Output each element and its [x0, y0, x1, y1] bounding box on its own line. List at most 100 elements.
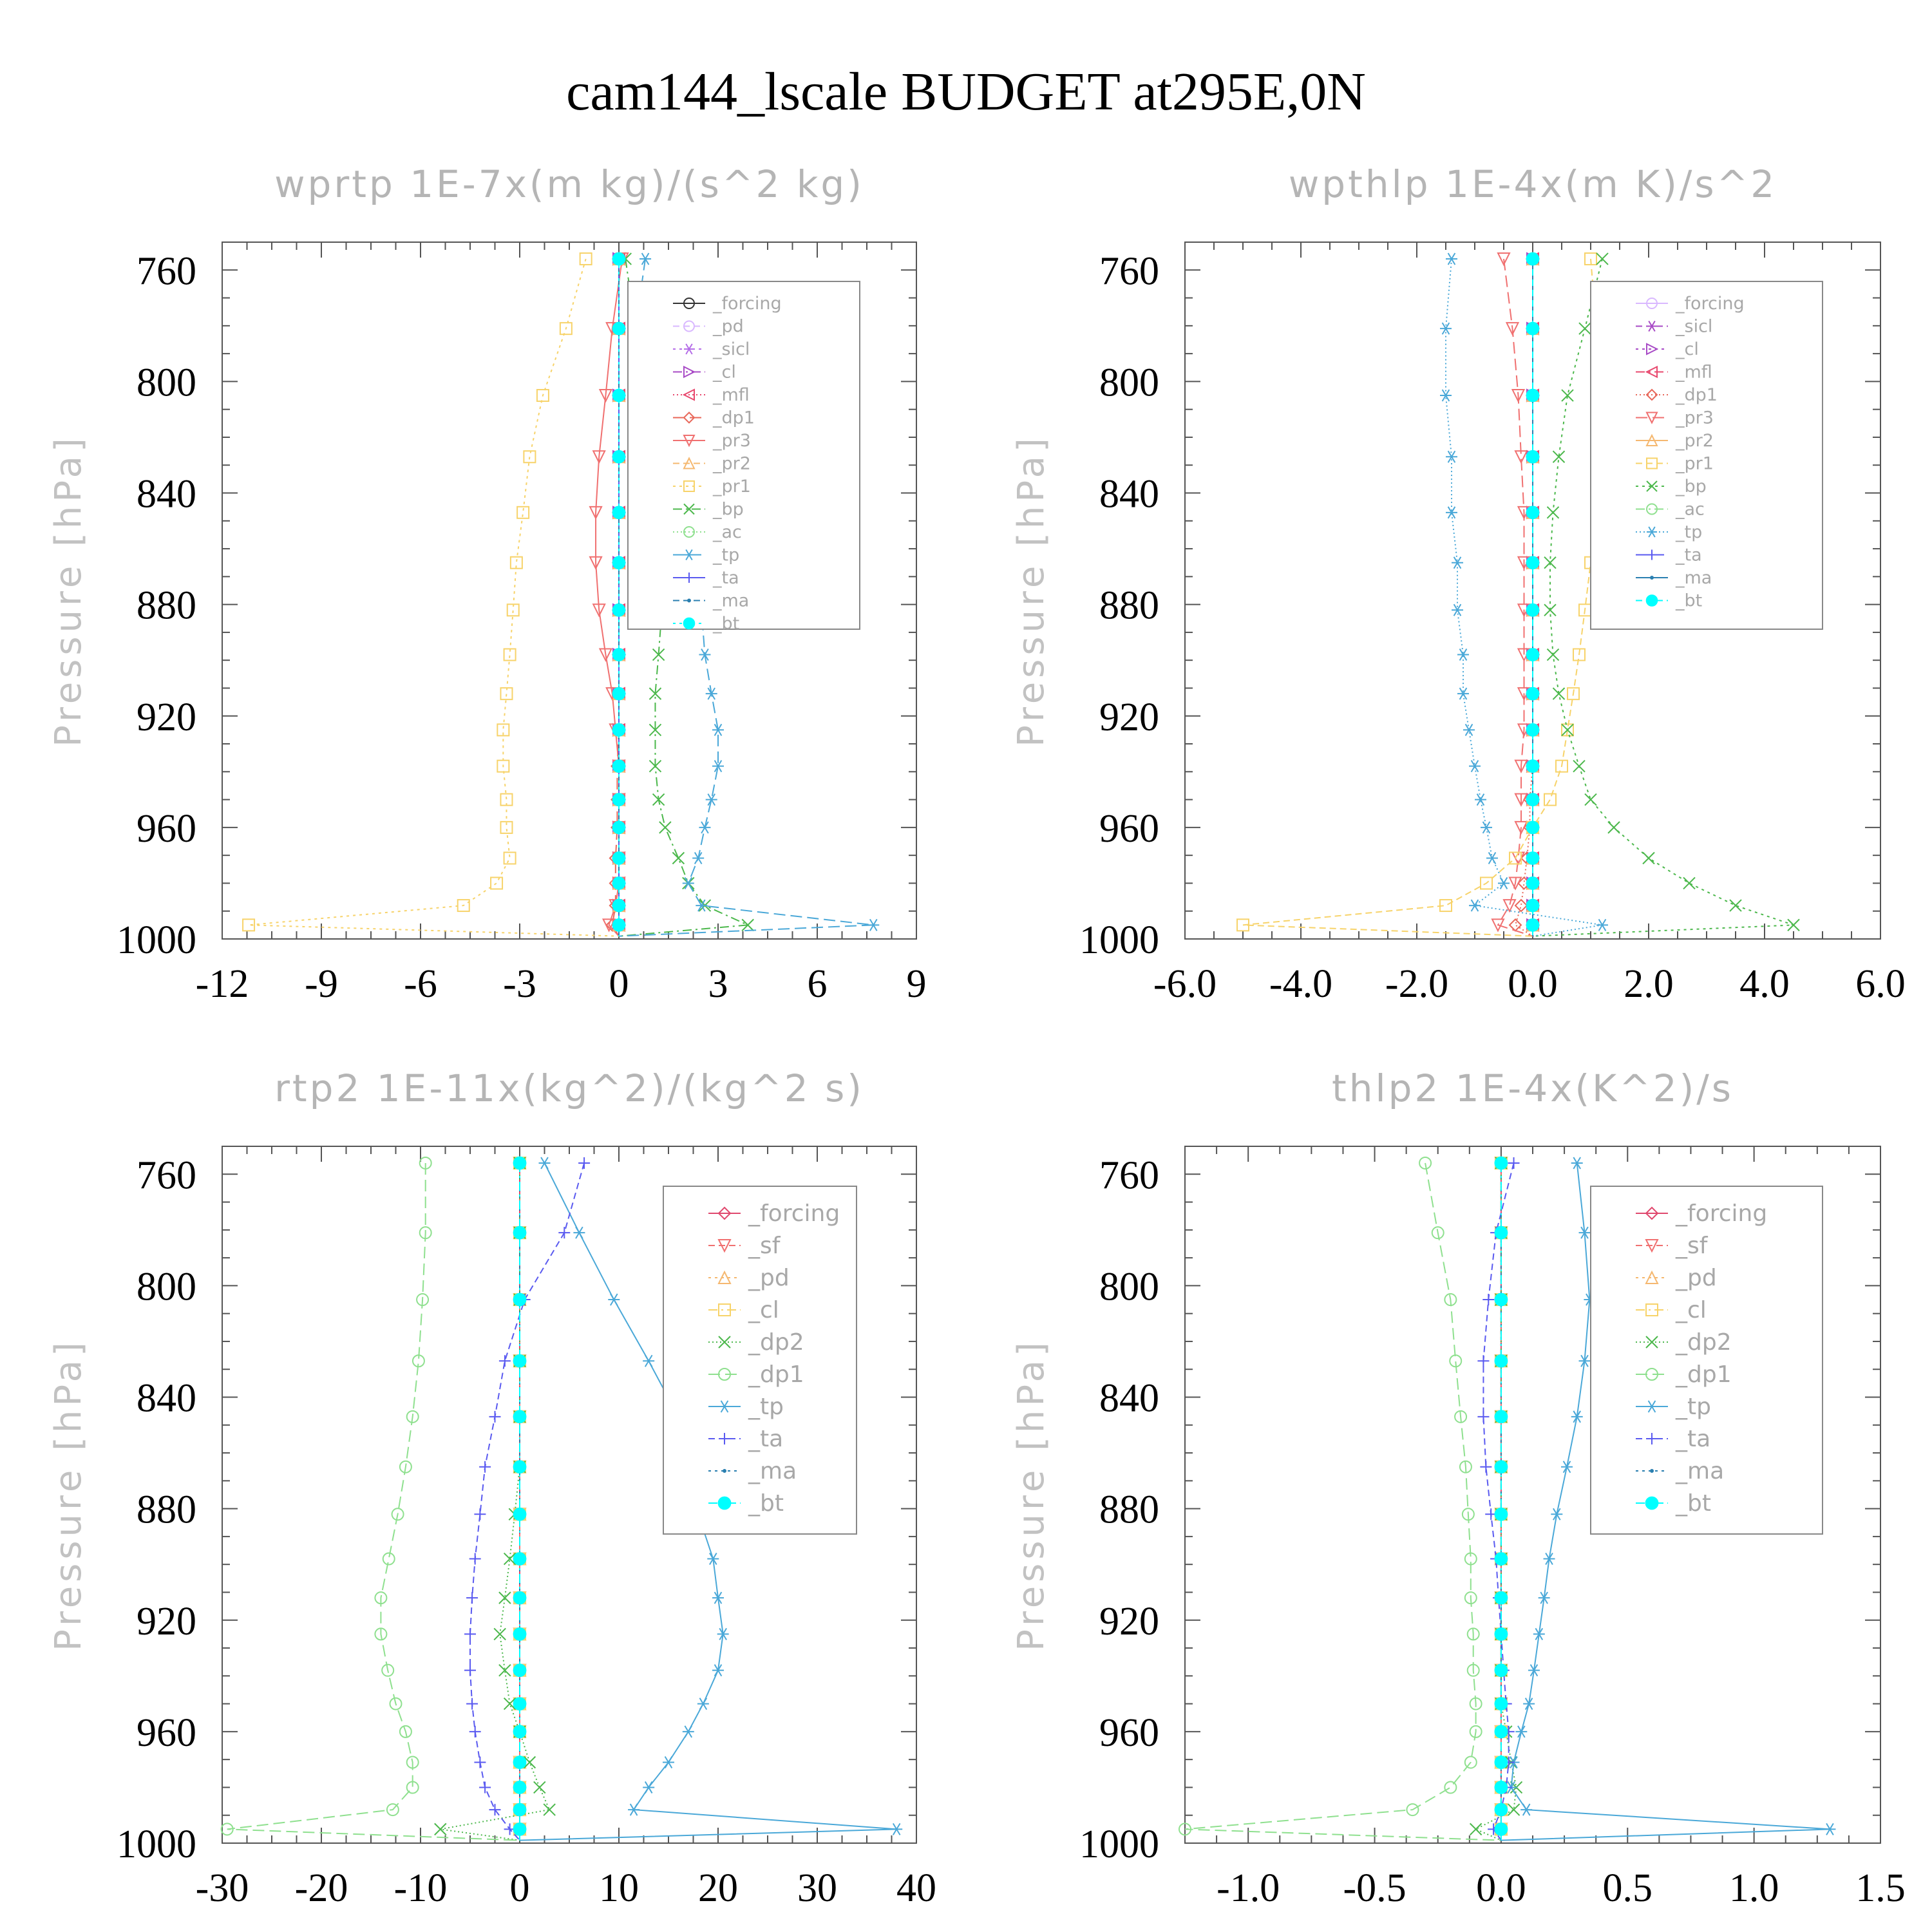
- data-point: [891, 1823, 903, 1835]
- data-point: [1573, 759, 1586, 773]
- legend-item: _cl: [708, 1297, 779, 1323]
- legend-label: _pr3: [1675, 408, 1714, 428]
- y-tick-label: 800: [137, 361, 196, 404]
- data-point: [612, 759, 626, 773]
- data-point: [399, 1460, 412, 1473]
- data-point: [712, 1591, 724, 1604]
- legend-marker: [1650, 1469, 1654, 1473]
- data-point: [1406, 1803, 1419, 1817]
- x-axis: -1.0 -0.5 0.0 0.5 1.0 1.5: [1184, 1146, 1906, 1910]
- legend-label: _cl: [712, 363, 736, 383]
- data-point: [712, 723, 724, 736]
- data-point: [643, 1354, 655, 1367]
- legend-marker: [1647, 320, 1657, 332]
- legend-item: _ma: [708, 1458, 797, 1484]
- data-point: [1561, 723, 1574, 737]
- data-point: [538, 1157, 551, 1170]
- legend-label: _sicl: [712, 339, 750, 359]
- legend-marker: [1645, 433, 1658, 446]
- data-point: [1494, 1552, 1508, 1566]
- data-point: [612, 723, 626, 737]
- data-point: [612, 918, 626, 932]
- x-tick-label: 0: [510, 1866, 530, 1910]
- data-point: [1546, 648, 1560, 661]
- legend-box: [627, 281, 860, 630]
- legend-item: _dp1: [708, 1361, 804, 1388]
- data-point: [220, 1823, 234, 1836]
- legend-label: _forcing: [712, 294, 782, 314]
- data-point: [1469, 760, 1481, 773]
- legend-label: _pr1: [1675, 454, 1714, 474]
- data-point: [513, 1507, 527, 1521]
- panels: wprtp 1E-7x(m kg)/(s^2 kg) Pressure [hPa]…: [48, 162, 1906, 1910]
- data-point: [1526, 793, 1540, 806]
- data-point: [659, 821, 672, 834]
- data-point: [1502, 899, 1517, 913]
- series-line: [469, 1162, 585, 1841]
- legend-item: _forcing: [708, 1200, 840, 1227]
- data-point: [1584, 793, 1597, 806]
- data-point: [612, 876, 626, 890]
- x-axis: -30 -20 -10 0 10 20 30 40: [196, 1146, 936, 1910]
- series-pr1: [1236, 252, 1609, 937]
- data-point: [1515, 1725, 1528, 1738]
- data-point: [1505, 322, 1520, 336]
- legend-marker: [717, 1239, 732, 1253]
- data-point: [536, 389, 549, 402]
- panel-title: thlp2 1E-4x(K^2)/s: [1332, 1066, 1734, 1110]
- data-point: [503, 1552, 516, 1566]
- data-point: [643, 1781, 655, 1794]
- series-group: [1236, 251, 1800, 937]
- data-point: [1419, 1156, 1432, 1170]
- legend-marker: [1645, 365, 1658, 379]
- legend-item: _tp: [673, 545, 739, 565]
- y-tick-label: 800: [1099, 361, 1159, 404]
- data-point: [1452, 556, 1463, 569]
- legend-marker: [1645, 388, 1658, 401]
- legend-label: _pd: [1675, 1265, 1717, 1291]
- data-point: [474, 1508, 486, 1520]
- data-point: [1494, 1822, 1508, 1836]
- legend-label: _pr3: [712, 431, 751, 451]
- x-tick-label: -1.0: [1217, 1866, 1280, 1910]
- data-point: [399, 1725, 412, 1738]
- legend-label: _bt: [1675, 1490, 1711, 1517]
- series-line: [1184, 1162, 1501, 1841]
- data-point: [1494, 1725, 1508, 1739]
- data-point: [579, 252, 592, 265]
- data-point: [1571, 1410, 1583, 1423]
- legend-item: _cl: [673, 363, 736, 383]
- x-tick-label: -4.0: [1269, 962, 1332, 1006]
- data-point: [1494, 1781, 1508, 1794]
- y-tick-label: 920: [1099, 696, 1159, 739]
- data-point: [500, 687, 513, 701]
- x-tick-label: 40: [896, 1866, 936, 1910]
- legend-label: _sicl: [1675, 317, 1712, 337]
- series-line: [1482, 1162, 1515, 1841]
- data-point: [1520, 1803, 1533, 1816]
- data-point: [1482, 1294, 1495, 1306]
- data-point: [1552, 687, 1566, 700]
- legend-label: _pr2: [712, 454, 751, 474]
- data-point: [1544, 603, 1557, 617]
- data-point: [1498, 876, 1510, 889]
- data-point: [1787, 918, 1800, 932]
- legend-label: _ma: [1675, 1458, 1724, 1484]
- legend-marker: [683, 480, 695, 492]
- legend-label: _dp1: [748, 1361, 804, 1388]
- data-point: [1444, 1293, 1457, 1307]
- data-point: [1824, 1823, 1836, 1835]
- data-point: [707, 1553, 719, 1566]
- y-tick-label: 760: [1099, 1153, 1159, 1197]
- data-point: [1526, 648, 1540, 661]
- legend-marker: [1646, 503, 1658, 515]
- data-point: [1477, 1355, 1490, 1367]
- data-point: [682, 876, 694, 889]
- series-line: [1242, 258, 1603, 937]
- data-point: [389, 1697, 402, 1710]
- data-point: [1494, 1756, 1508, 1769]
- legend-label: _bp: [712, 500, 744, 520]
- data-point: [506, 603, 520, 617]
- data-point: [592, 450, 606, 464]
- legend-marker: [687, 598, 691, 603]
